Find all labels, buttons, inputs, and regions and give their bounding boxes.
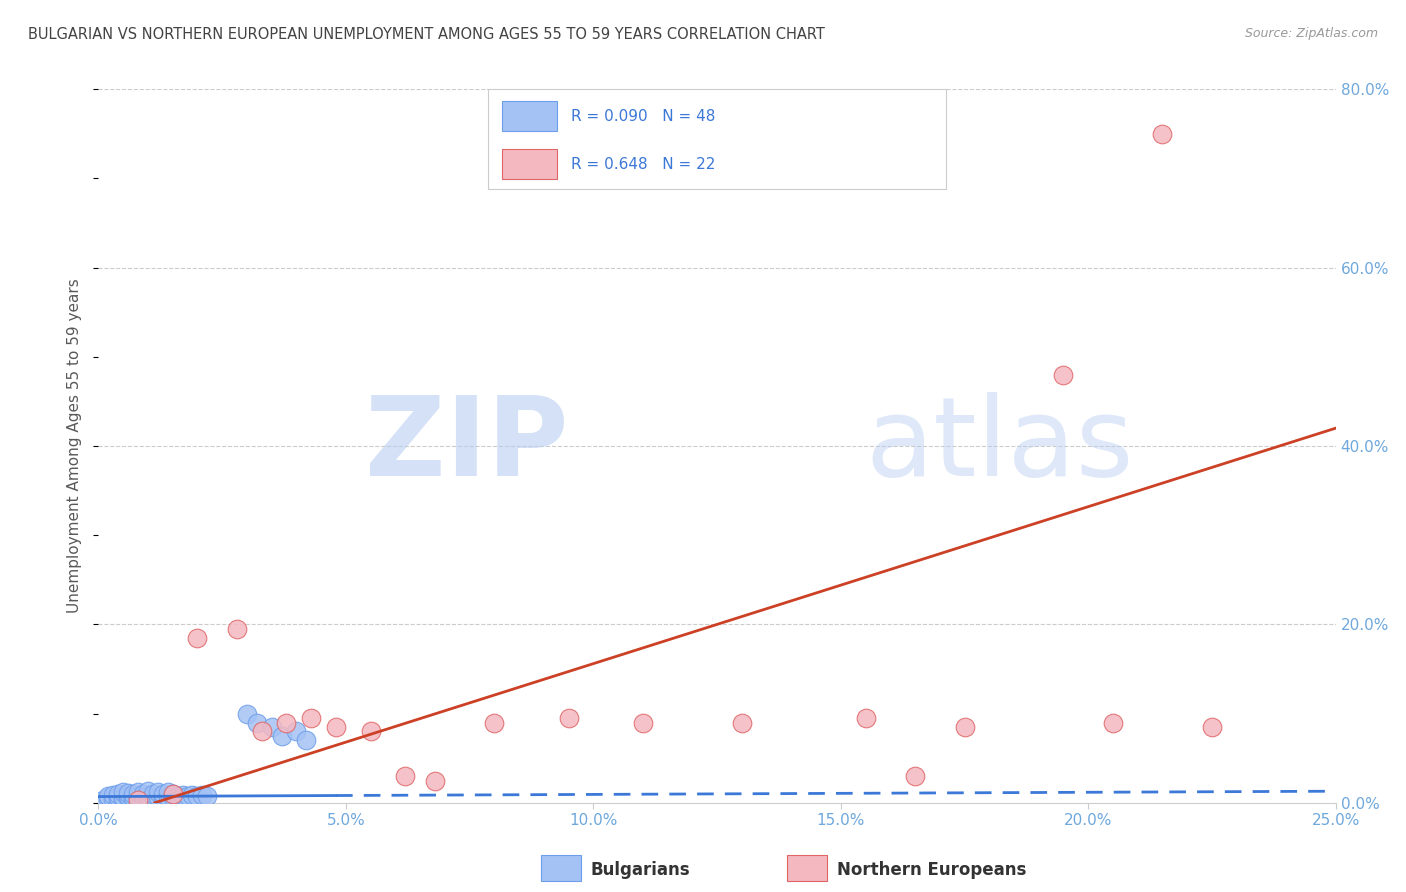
Point [122, 787, 145, 801]
Text: Northern Europeans: Northern Europeans [837, 861, 1026, 879]
Point [394, 769, 416, 783]
Point [107, 787, 129, 801]
Point [195, 789, 218, 803]
Point [162, 787, 184, 801]
Point [97, 791, 120, 805]
Point [97, 789, 120, 803]
Text: ZIP: ZIP [366, 392, 568, 500]
Point [162, 790, 184, 805]
Text: Source: ZipAtlas.com: Source: ZipAtlas.com [1244, 27, 1378, 40]
Point [270, 729, 292, 743]
Point [103, 792, 125, 806]
Point [186, 631, 208, 645]
Point [1152, 127, 1174, 141]
Point [117, 786, 139, 800]
Point [191, 788, 214, 802]
Point [731, 715, 754, 730]
Point [117, 789, 139, 803]
Point [246, 715, 269, 730]
Point [127, 785, 149, 799]
Point [107, 793, 129, 807]
Point [146, 789, 169, 804]
Point [112, 789, 135, 804]
Point [295, 733, 318, 747]
Point [142, 790, 165, 805]
Point [117, 791, 139, 805]
Point [136, 789, 159, 803]
Point [360, 724, 382, 739]
Text: Bulgarians: Bulgarians [591, 861, 690, 879]
Point [631, 715, 654, 730]
Point [152, 790, 174, 805]
Point [236, 706, 259, 721]
Point [103, 788, 125, 802]
Point [166, 789, 188, 803]
Point [299, 711, 322, 725]
Point [276, 715, 298, 730]
Point [423, 773, 446, 788]
Point [176, 789, 198, 803]
Point [127, 793, 149, 807]
Point [226, 622, 249, 636]
Point [1052, 368, 1074, 382]
Point [132, 787, 155, 801]
Point [122, 792, 145, 806]
Point [107, 790, 129, 805]
Point [904, 769, 927, 783]
Point [122, 789, 145, 804]
Point [285, 724, 308, 739]
Point [127, 789, 149, 803]
Point [855, 711, 877, 725]
Y-axis label: Unemployment Among Ages 55 to 59 years: Unemployment Among Ages 55 to 59 years [67, 278, 83, 614]
Point [136, 784, 159, 798]
Point [146, 785, 169, 799]
Point [152, 787, 174, 801]
Point [132, 790, 155, 805]
Point [484, 715, 506, 730]
Point [136, 791, 159, 805]
Point [142, 787, 165, 801]
Point [181, 788, 204, 802]
Text: BULGARIAN VS NORTHERN EUROPEAN UNEMPLOYMENT AMONG AGES 55 TO 59 YEARS CORRELATIO: BULGARIAN VS NORTHERN EUROPEAN UNEMPLOYM… [28, 27, 825, 42]
Point [172, 788, 194, 802]
Point [250, 724, 273, 739]
Point [127, 791, 149, 805]
Point [162, 787, 184, 801]
Point [260, 720, 283, 734]
Point [156, 789, 179, 804]
Point [156, 785, 179, 799]
Point [1102, 715, 1125, 730]
Point [186, 789, 208, 803]
Point [557, 711, 579, 725]
Point [112, 785, 135, 799]
Point [1201, 720, 1223, 734]
Text: atlas: atlas [866, 392, 1135, 500]
Point [953, 720, 976, 734]
Point [112, 792, 135, 806]
Point [325, 720, 347, 734]
Point [93, 793, 115, 807]
